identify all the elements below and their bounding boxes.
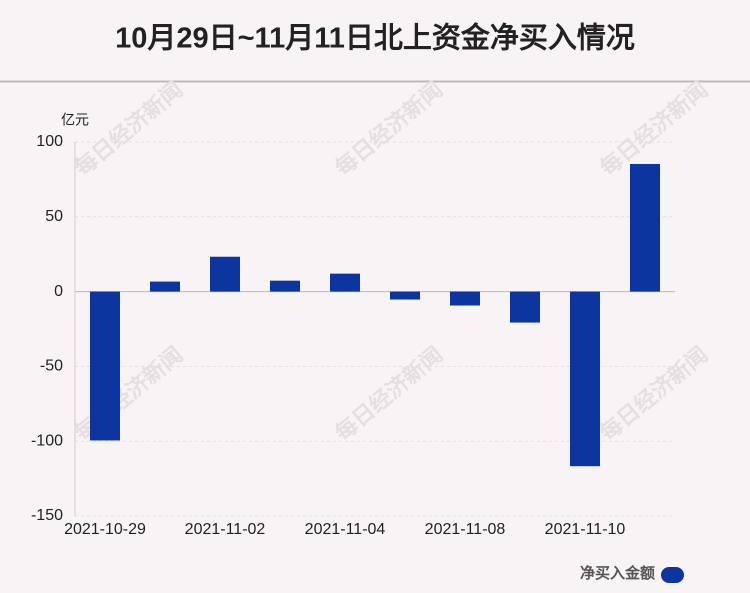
legend-label: 净买入金额 (580, 564, 655, 582)
y-tick-label: 50 (45, 208, 63, 225)
legend-swatch (661, 567, 684, 583)
bar (150, 281, 180, 292)
bar (630, 163, 660, 292)
chart-title: 10月29日~11月11日北上资金净买入情况 (115, 21, 635, 55)
y-tick-label: -100 (31, 432, 63, 449)
bar (270, 280, 300, 292)
y-tick-label: 0 (54, 283, 63, 300)
unit-label: 亿元 (61, 112, 89, 128)
bar (510, 291, 540, 323)
y-tick-label: -150 (31, 507, 63, 524)
bar (450, 291, 480, 306)
y-tick-label: -50 (40, 358, 63, 375)
bar (90, 291, 120, 441)
bar (210, 256, 240, 292)
bar (570, 291, 600, 467)
x-tick-label: 2021-11-02 (185, 521, 266, 538)
x-tick-label: 2021-11-10 (545, 521, 626, 538)
bar (390, 291, 420, 300)
x-tick-label: 2021-11-08 (425, 521, 506, 538)
bar (330, 273, 360, 292)
y-tick-label: 100 (36, 133, 63, 150)
x-tick-label: 2021-10-29 (64, 521, 146, 538)
x-tick-label: 2021-11-04 (305, 521, 386, 538)
